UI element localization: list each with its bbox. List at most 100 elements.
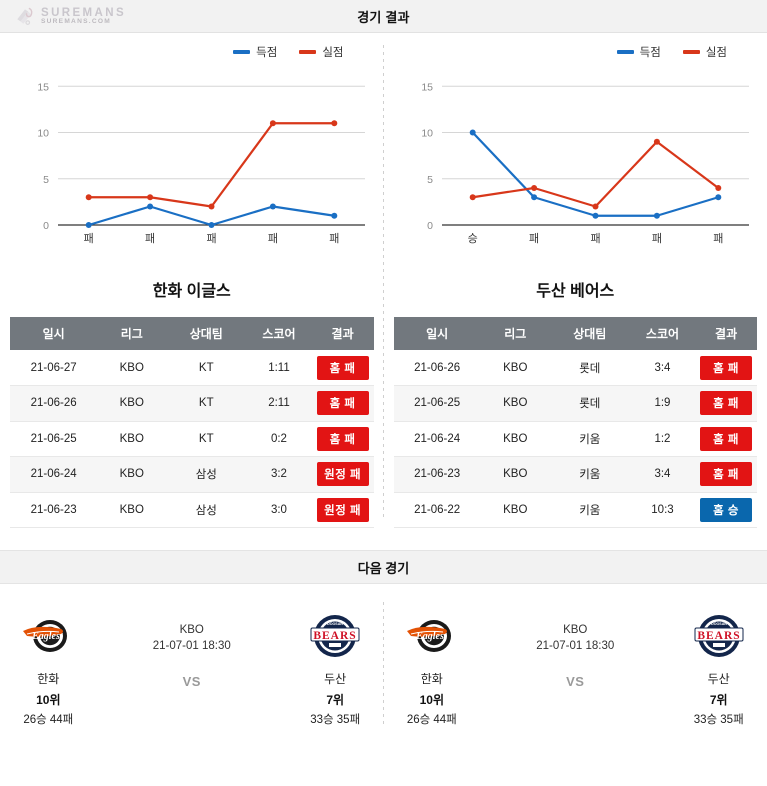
table-row[interactable]: 21-06-24 KBO 키움 1:2 홈 패 (393, 421, 757, 457)
cell-date: 21-06-24 (10, 456, 98, 493)
cell-date: 21-06-26 (10, 385, 98, 422)
away-team-logo: BEARS DOOSAN (287, 608, 384, 664)
away-team-name: 두산 (707, 672, 730, 686)
column-header: 상대팀 (166, 317, 247, 350)
cell-opponent: KT (166, 350, 247, 386)
results-table: 일시 리그 상대팀 스코어 결과 21-06-26 KBO 롯데 3:4 홈 패 21-06-25 K… (393, 317, 757, 528)
svg-text:패: 패 (206, 232, 216, 245)
next-match-home-team[interactable]: Eagles 한화 10위 26승 44패 (384, 608, 481, 727)
status-badge: 홈 패 (700, 355, 753, 380)
table-row[interactable]: 21-06-26 KBO 롯데 3:4 홈 패 (393, 350, 757, 386)
cell-score: 3:4 (629, 350, 696, 386)
cell-date: 21-06-23 (10, 492, 98, 528)
table-row[interactable]: 21-06-22 KBO 키움 10:3 홈 승 (393, 492, 757, 528)
svg-text:10: 10 (37, 128, 49, 140)
cell-score: 3:4 (629, 456, 696, 493)
cell-result: 홈 승 (695, 492, 757, 528)
hanwha-eagles-logo-icon: Eagles (406, 620, 451, 652)
table-row[interactable]: 21-06-25 KBO KT 0:2 홈 패 (10, 421, 374, 457)
svg-text:BEARS: BEARS (314, 630, 357, 642)
results-table-wrapper: 일시 리그 상대팀 스코어 결과 21-06-27 KBO KT 1:11 홈 패 21-06-26… (0, 317, 384, 528)
match-datetime: 21-07-01 18:30 (536, 640, 615, 652)
cell-league: KBO (480, 492, 550, 528)
status-badge: 홈 패 (700, 426, 753, 451)
cell-date: 21-06-27 (10, 350, 98, 386)
cell-score: 2:11 (246, 385, 312, 422)
match-datetime: 21-07-01 18:30 (152, 640, 231, 652)
cell-league: KBO (97, 350, 167, 386)
home-team-record: 26승 44패 (406, 714, 457, 726)
chart-legend: 득점 실점 (392, 41, 754, 63)
table-header-row: 일시 리그 상대팀 스코어 결과 (393, 317, 757, 350)
cell-opponent: 키움 (549, 421, 630, 457)
svg-text:패: 패 (590, 232, 600, 245)
next-match-away-team[interactable]: BEARS DOOSAN 두산 7위 33승 35패 (670, 608, 767, 727)
table-row[interactable]: 21-06-27 KBO KT 1:11 홈 패 (10, 350, 374, 386)
cell-date: 21-06-22 (393, 492, 481, 528)
next-match-header: 다음 경기 (0, 550, 767, 584)
cell-league: KBO (480, 350, 550, 386)
svg-text:패: 패 (651, 232, 661, 245)
status-badge: 홈 패 (700, 391, 753, 416)
vs-label: VS (566, 674, 585, 689)
cell-date: 21-06-24 (393, 421, 481, 457)
svg-text:Eagles: Eagles (415, 631, 444, 642)
cell-league: KBO (480, 385, 550, 422)
match-league: KBO (179, 624, 204, 636)
table-row[interactable]: 21-06-23 KBO 삼성 3:0 원정 패 (10, 492, 374, 528)
away-team-record: 33승 35패 (310, 714, 361, 726)
column-header: 리그 (97, 317, 167, 350)
table-row[interactable]: 21-06-25 KBO 롯데 1:9 홈 패 (393, 385, 757, 422)
svg-text:15: 15 (421, 81, 433, 93)
cell-result: 홈 패 (311, 421, 374, 457)
next-match-info: KBO 21-07-01 18:30 VS (139, 608, 245, 689)
cell-league: KBO (97, 385, 167, 422)
svg-text:패: 패 (268, 232, 278, 245)
away-team-name: 두산 (324, 672, 347, 686)
status-badge: 홈 승 (700, 497, 753, 522)
cell-opponent: 키움 (549, 492, 630, 528)
status-badge: 홈 패 (316, 391, 369, 416)
home-team-rank: 10위 (419, 693, 444, 707)
column-header: 스코어 (246, 317, 312, 350)
column-header: 상대팀 (549, 317, 630, 350)
next-match-home-team[interactable]: Eagles 한화 10위 26승 44패 (0, 608, 97, 727)
table-row[interactable]: 21-06-24 KBO 삼성 3:2 원정 패 (10, 456, 374, 493)
cell-result: 원정 패 (311, 456, 374, 493)
cell-opponent: KT (166, 421, 247, 457)
vs-label: VS (182, 674, 201, 689)
cell-result: 홈 패 (695, 421, 757, 457)
svg-text:패: 패 (529, 232, 539, 245)
table-row[interactable]: 21-06-23 KBO 키움 3:4 홈 패 (393, 456, 757, 493)
legend-swatch-scored (616, 50, 634, 54)
results-table: 일시 리그 상대팀 스코어 결과 21-06-27 KBO KT 1:11 홈 패 21-06-26… (10, 317, 374, 528)
cell-date: 21-06-26 (393, 350, 481, 386)
table-row[interactable]: 21-06-26 KBO KT 2:11 홈 패 (10, 385, 374, 422)
away-team-rank: 7위 (326, 693, 345, 707)
cell-result: 홈 패 (695, 385, 757, 422)
brand-logo: SUREMANS SUREMANS.COM (14, 5, 126, 27)
svg-text:0: 0 (427, 220, 433, 232)
page-title: 경기 결과 (357, 9, 410, 25)
cell-opponent: 키움 (549, 456, 630, 493)
status-badge: 홈 패 (316, 355, 369, 380)
cell-league: KBO (97, 421, 167, 457)
legend-item-scored: 득점 (616, 44, 661, 60)
line-chart-svg: 0 5 10 15 패 패 패 패 패 (37, 81, 365, 245)
next-match-away-team[interactable]: BEARS DOOSAN 두산 7위 33승 35패 (287, 608, 384, 727)
cell-result: 원정 패 (311, 492, 374, 528)
column-header: 스코어 (629, 317, 696, 350)
doosan-bears-logo-icon: BEARS DOOSAN (310, 615, 360, 657)
cell-date: 21-06-25 (10, 421, 98, 457)
status-badge: 원정 패 (316, 462, 369, 487)
next-match-info: KBO 21-07-01 18:30 VS (522, 608, 628, 689)
team-title: 한화 이글스 (152, 283, 231, 300)
cell-result: 홈 패 (695, 350, 757, 386)
home-team-logo: Eagles (384, 608, 481, 664)
cell-result: 홈 패 (695, 456, 757, 493)
column-header: 결과 (311, 317, 374, 350)
legend-label-scored: 득점 (256, 47, 278, 59)
cell-league: KBO (97, 492, 167, 528)
legend-label-scored: 득점 (639, 47, 661, 59)
svg-text:패: 패 (329, 232, 339, 245)
